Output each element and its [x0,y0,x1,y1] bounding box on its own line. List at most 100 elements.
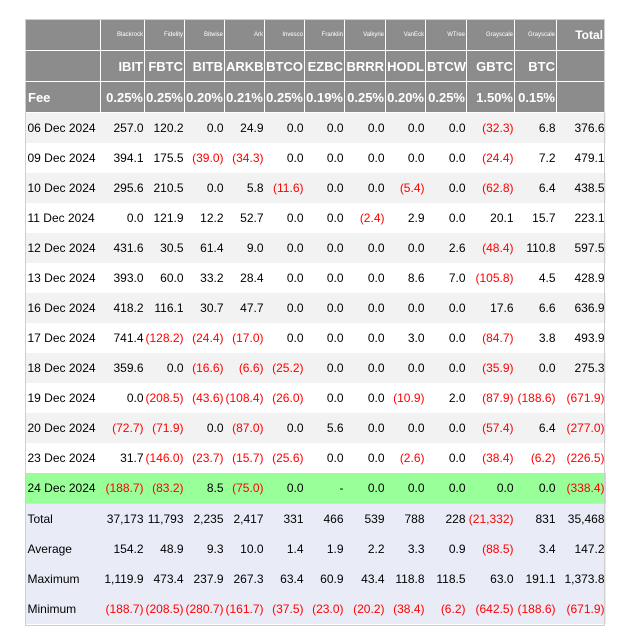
issuer-cell [25,19,101,51]
flow-value-cell: (43.6) [184,383,225,413]
issuer-cell: Grayscale [514,19,557,51]
date-cell: 19 Dec 2024 [25,383,101,413]
flow-value-cell: (87.0) [224,413,265,443]
ticker-cell: IBIT [100,50,145,82]
table-row: 16 Dec 2024 418.2 116.1 30.7 47.7 0.0 0.0 0.0 0.… [25,293,606,323]
flow-value-cell: 210.5 [144,173,185,203]
row-total-cell: 275.3 [556,353,606,383]
fee-row: Fee 0.25% 0.25% 0.20% 0.21% 0.25% 0.19% … [25,81,606,113]
flow-value-cell: 6.4 [514,173,557,203]
flow-value-cell: 0.0 [304,203,345,233]
summary-row-maximum: Maximum 1,119.9 473.4 237.9 267.3 63.4 60.9 43.… [25,564,606,594]
flow-value-cell: (11.6) [264,173,305,203]
row-total-cell: 147.2 [556,534,606,564]
issuer-row: Blackrock Fidelity Bitwise Ark Invesco F… [25,19,606,51]
flow-value-cell: 0.0 [184,112,225,143]
issuer-cell: Fidelity [144,19,185,51]
flow-value-cell: (83.2) [144,473,185,504]
fee-cell: 0.20% [385,81,426,113]
summary-label: Total [25,503,101,534]
flow-value-cell: (2.4) [344,203,386,233]
flow-value-cell: 0.0 [344,112,386,143]
flow-value-cell: 0.0 [425,443,467,473]
flow-value-cell: 0.0 [514,473,557,504]
flow-value-cell: 0.0 [304,383,345,413]
summary-stats: Total 37,173 11,793 2,235 2,417 331 466 539 788 2… [25,503,606,624]
row-total-cell: 428.9 [556,263,606,293]
flow-value-cell: 0.0 [385,143,426,173]
flow-value-cell: 0.0 [344,353,386,383]
flow-value-cell: (57.4) [466,413,515,443]
daily-flows: 06 Dec 2024 257.0 120.2 0.0 24.9 0.0 0.0 0.0 0.0… [25,112,606,504]
issuer-cell: Bitwise [184,19,225,51]
flow-value-cell: 0.0 [344,233,386,263]
flow-value-cell: 0.0 [514,353,557,383]
flow-value-cell: (188.7) [100,473,145,504]
issuer-cell: Franklin [304,19,345,51]
flow-value-cell: 10.0 [224,534,265,564]
flow-value-cell: (37.5) [264,594,305,624]
flow-value-cell: 0.0 [344,173,386,203]
date-cell: 09 Dec 2024 [25,143,101,173]
flow-value-cell: 0.0 [264,112,305,143]
flow-value-cell: 393.0 [100,263,145,293]
ticker-cell: GBTC [466,50,515,82]
flow-value-cell: 0.0 [385,473,426,504]
flow-value-cell: 0.0 [264,203,305,233]
flow-value-cell: 0.0 [425,143,467,173]
issuer-cell: Invesco [264,19,305,51]
flow-value-cell: 267.3 [224,564,265,594]
flow-value-cell: 118.5 [425,564,467,594]
flow-value-cell: (26.0) [264,383,305,413]
flow-value-cell: 2,417 [224,503,265,534]
flow-value-cell: 6.4 [514,413,557,443]
flow-value-cell: (24.4) [466,143,515,173]
row-total-cell: 479.1 [556,143,606,173]
flow-value-cell: 0.0 [425,173,467,203]
table-row: 13 Dec 2024 393.0 60.0 33.2 28.4 0.0 0.0 0.0 8.6… [25,263,606,293]
flow-value-cell: (38.4) [385,594,426,624]
issuer-cell: Valkyrie [344,19,386,51]
flow-value-cell: 831 [514,503,557,534]
flow-value-cell: 0.0 [264,293,305,323]
flow-value-cell: 418.2 [100,293,145,323]
flow-value-cell: (6.2) [514,443,557,473]
fee-cell: 0.25% [264,81,305,113]
flow-value-cell: 52.7 [224,203,265,233]
summary-label: Average [25,534,101,564]
table-row: 23 Dec 2024 31.7 (146.0) (23.7) (15.7) (25.6)… [25,443,606,473]
flow-value-cell: 0.0 [184,413,225,443]
flow-value-cell: 3.8 [514,323,557,353]
flow-value-cell: 47.7 [224,293,265,323]
flow-value-cell: 3.0 [385,323,426,353]
row-total-cell: 438.5 [556,173,606,203]
flow-value-cell: 0.0 [425,323,467,353]
ticker-cell: BTCW [425,50,467,82]
flow-value-cell: 191.1 [514,564,557,594]
ticker-cell-total [556,50,606,82]
flow-value-cell: (38.4) [466,443,515,473]
flow-value-cell: 120.2 [144,112,185,143]
flow-value-cell: 60.9 [304,564,345,594]
flow-value-cell: 0.0 [344,143,386,173]
flow-value-cell: 9.3 [184,534,225,564]
flow-value-cell: 0.0 [385,413,426,443]
flow-value-cell: 7.0 [425,263,467,293]
ticker-cell: HODL [385,50,426,82]
row-total-cell: (226.5) [556,443,606,473]
flow-value-cell: (5.4) [385,173,426,203]
fee-cell: 0.19% [304,81,345,113]
flow-value-cell: (128.2) [144,323,185,353]
flow-value-cell: (25.6) [264,443,305,473]
flow-value-cell: 0.0 [304,443,345,473]
flow-value-cell: 28.4 [224,263,265,293]
flow-value-cell: (88.5) [466,534,515,564]
flow-value-cell: (87.9) [466,383,515,413]
flow-value-cell: 30.5 [144,233,185,263]
flow-value-cell: 8.6 [385,263,426,293]
flow-value-cell: 0.9 [425,534,467,564]
row-total-cell: (671.9) [556,594,606,624]
flow-value-cell: 5.8 [224,173,265,203]
flow-value-cell: 295.6 [100,173,145,203]
flow-value-cell: 257.0 [100,112,145,143]
